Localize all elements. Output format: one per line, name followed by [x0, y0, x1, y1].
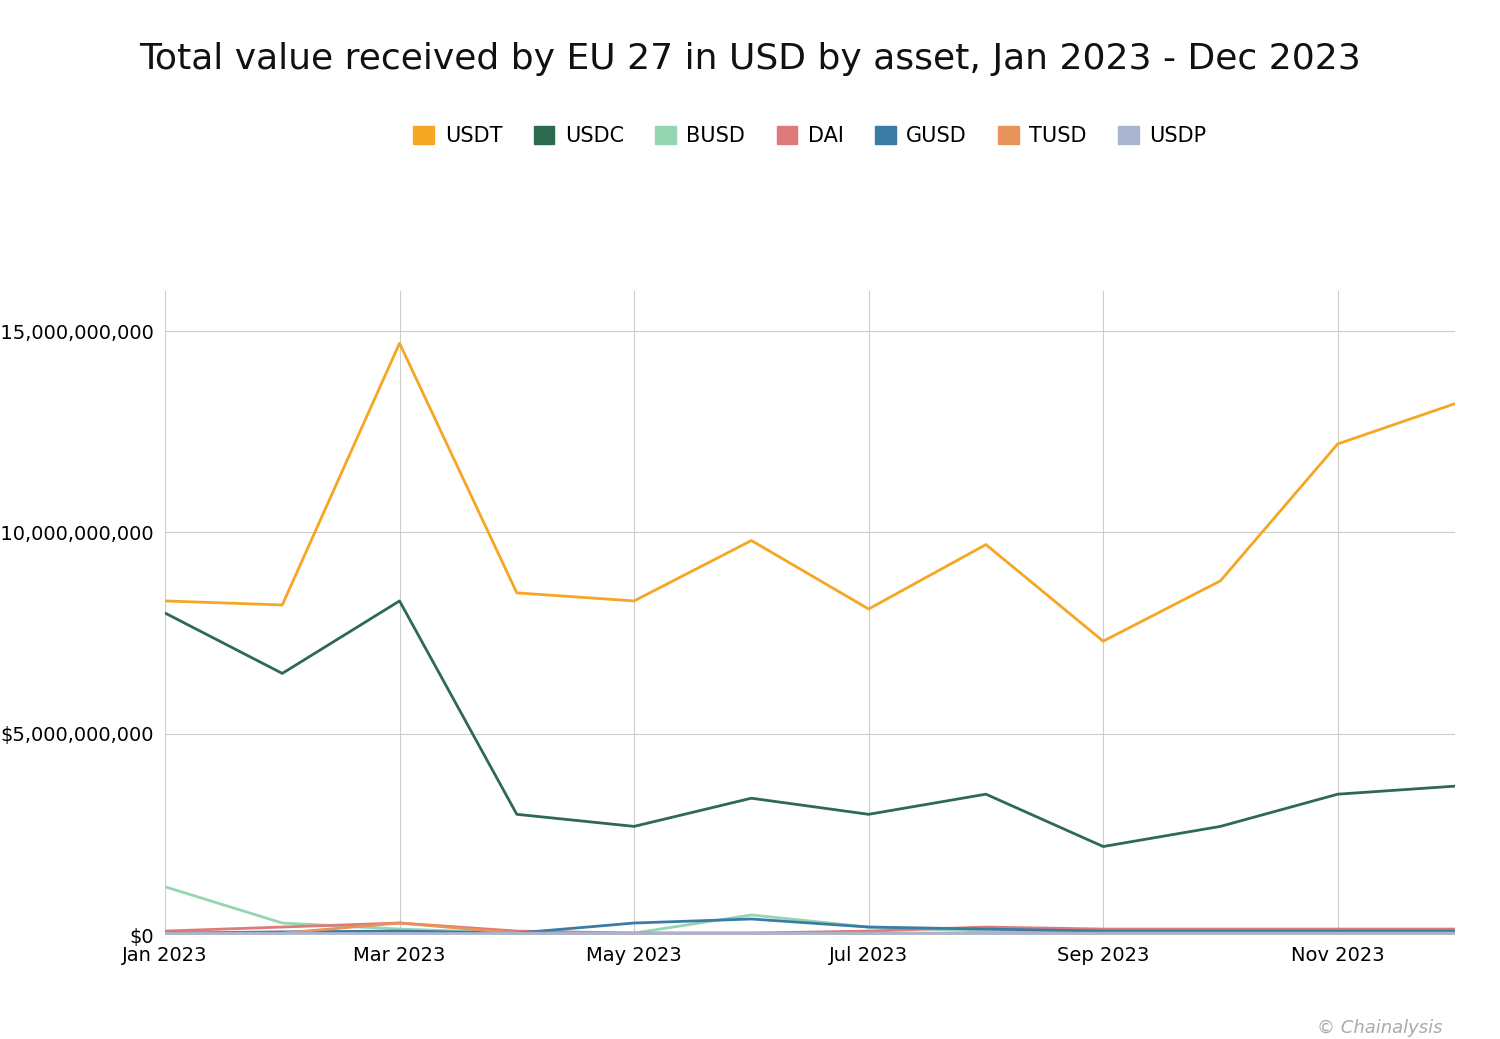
USDP — [1094, 927, 1112, 939]
BUSD — [390, 923, 408, 935]
DAI — [273, 921, 291, 933]
GUSD — [273, 926, 291, 938]
Text: Total value received by EU 27 in USD by asset, Jan 2023 - Dec 2023: Total value received by EU 27 in USD by … — [140, 42, 1360, 76]
USDT — [509, 587, 526, 600]
GUSD — [1212, 925, 1230, 937]
USDC — [626, 820, 644, 832]
DAI — [1446, 923, 1464, 935]
USDC — [1329, 788, 1347, 800]
GUSD — [1094, 925, 1112, 937]
DAI — [626, 927, 644, 939]
GUSD — [742, 912, 760, 925]
USDP — [509, 927, 526, 939]
BUSD — [626, 927, 644, 939]
USDP — [859, 927, 877, 939]
USDT — [1212, 575, 1230, 587]
USDC — [1094, 841, 1112, 853]
GUSD — [509, 927, 526, 939]
TUSD — [390, 916, 408, 929]
USDC — [156, 607, 174, 619]
DAI — [976, 921, 994, 933]
BUSD — [1446, 927, 1464, 939]
Line: USDT: USDT — [165, 343, 1455, 641]
Text: © Chainalysis: © Chainalysis — [1317, 1019, 1442, 1037]
BUSD — [859, 921, 877, 933]
USDC — [976, 788, 994, 800]
BUSD — [976, 925, 994, 937]
GUSD — [626, 916, 644, 929]
Line: USDC: USDC — [165, 601, 1455, 847]
GUSD — [976, 923, 994, 935]
USDP — [976, 927, 994, 939]
USDP — [1329, 927, 1347, 939]
BUSD — [1094, 927, 1112, 939]
DAI — [509, 925, 526, 937]
BUSD — [156, 880, 174, 893]
USDC — [509, 808, 526, 821]
USDT — [156, 594, 174, 607]
DAI — [1094, 923, 1112, 935]
TUSD — [1212, 927, 1230, 939]
USDP — [626, 927, 644, 939]
USDP — [156, 927, 174, 939]
Legend: USDT, USDC, BUSD, DAI, GUSD, TUSD, USDP: USDT, USDC, BUSD, DAI, GUSD, TUSD, USDP — [405, 117, 1215, 155]
USDT — [390, 337, 408, 349]
DAI — [1212, 923, 1230, 935]
BUSD — [742, 909, 760, 922]
Line: GUSD: GUSD — [165, 918, 1455, 933]
USDT — [859, 603, 877, 615]
TUSD — [156, 927, 174, 939]
USDT — [1094, 635, 1112, 647]
USDT — [273, 598, 291, 611]
USDP — [742, 927, 760, 939]
USDP — [1446, 927, 1464, 939]
TUSD — [976, 927, 994, 939]
BUSD — [509, 927, 526, 939]
USDT — [1446, 398, 1464, 410]
GUSD — [1329, 925, 1347, 937]
USDC — [1212, 820, 1230, 832]
USDC — [273, 667, 291, 680]
USDP — [390, 927, 408, 939]
TUSD — [859, 927, 877, 939]
Line: TUSD: TUSD — [165, 923, 1455, 933]
USDC — [742, 792, 760, 804]
DAI — [156, 925, 174, 937]
TUSD — [626, 927, 644, 939]
Line: BUSD: BUSD — [165, 886, 1455, 933]
USDT — [626, 594, 644, 607]
DAI — [742, 927, 760, 939]
BUSD — [273, 916, 291, 929]
USDC — [859, 808, 877, 821]
TUSD — [509, 927, 526, 939]
TUSD — [1329, 927, 1347, 939]
GUSD — [1446, 925, 1464, 937]
TUSD — [742, 927, 760, 939]
USDT — [1329, 437, 1347, 450]
GUSD — [156, 927, 174, 939]
GUSD — [859, 921, 877, 933]
DAI — [1329, 923, 1347, 935]
TUSD — [1094, 927, 1112, 939]
BUSD — [1212, 927, 1230, 939]
USDP — [1212, 927, 1230, 939]
USDP — [273, 927, 291, 939]
DAI — [859, 925, 877, 937]
USDC — [390, 594, 408, 607]
BUSD — [1329, 927, 1347, 939]
Line: DAI: DAI — [165, 923, 1455, 933]
USDT — [976, 538, 994, 551]
TUSD — [1446, 927, 1464, 939]
USDC — [1446, 780, 1464, 793]
GUSD — [390, 925, 408, 937]
TUSD — [273, 927, 291, 939]
DAI — [390, 916, 408, 929]
USDT — [742, 534, 760, 547]
